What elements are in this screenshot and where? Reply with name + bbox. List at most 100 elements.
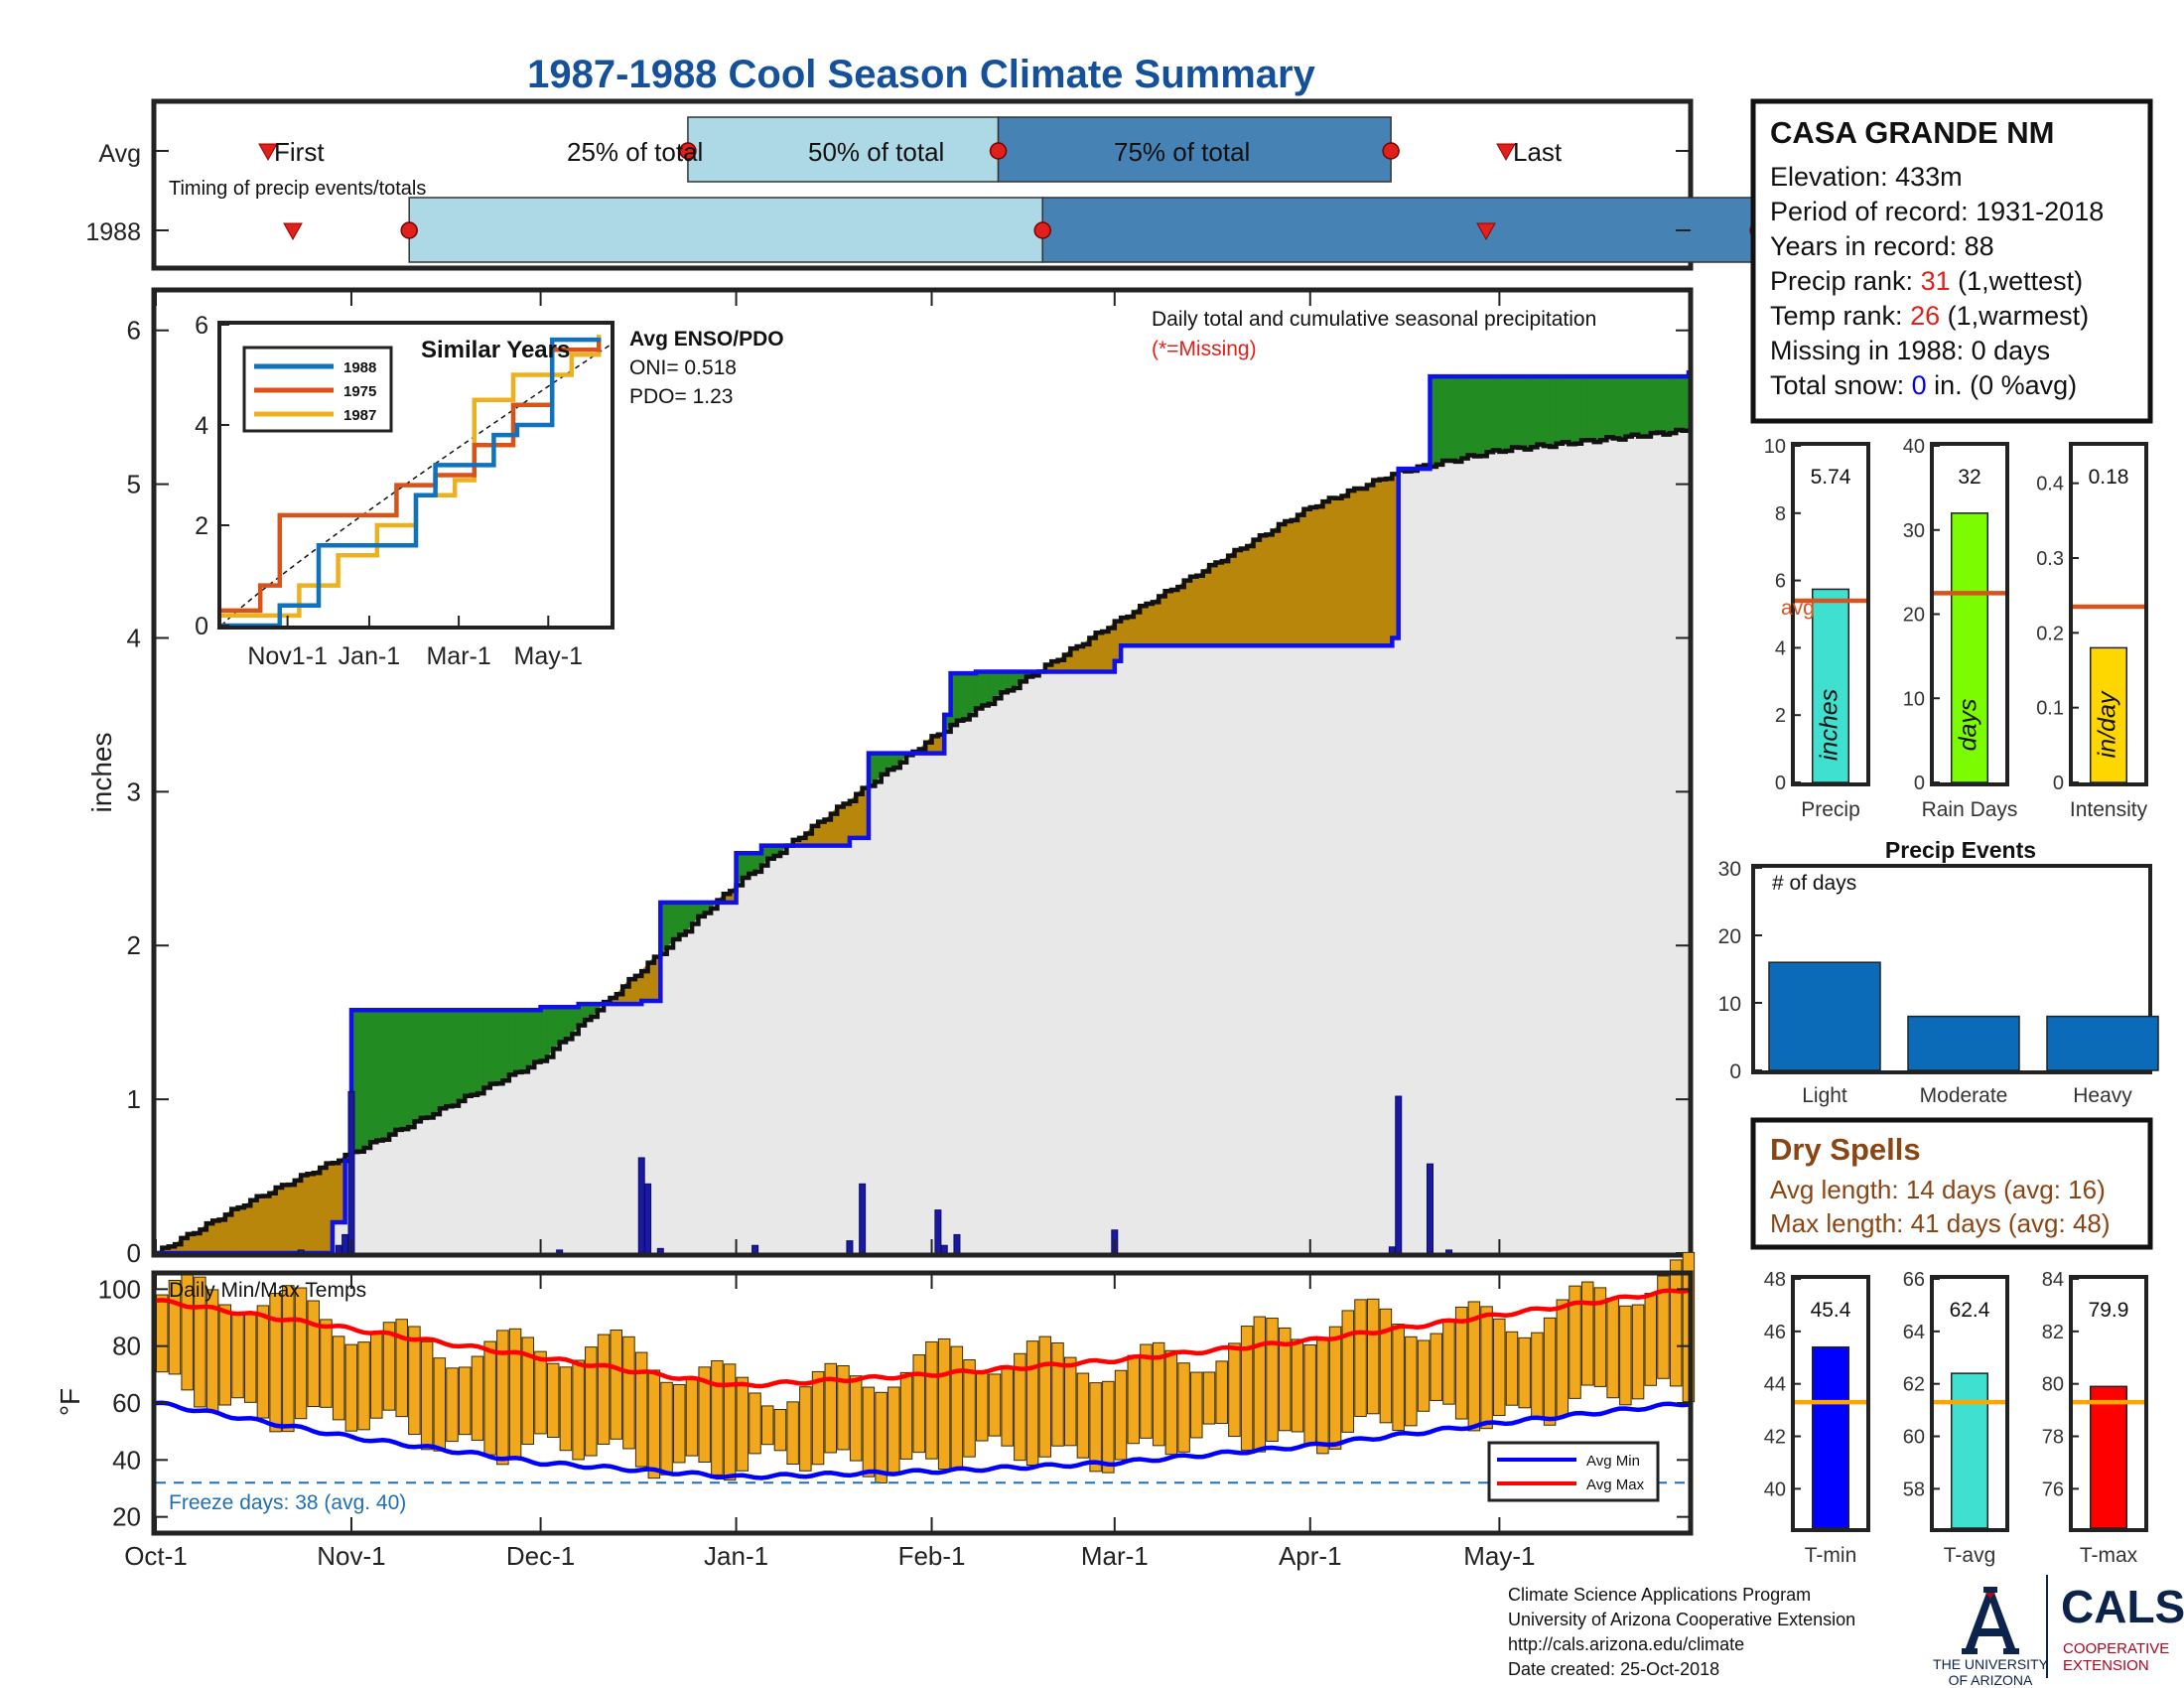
daily-temp-range-bar [1454,1306,1468,1420]
above-avg-fill [1556,375,1564,445]
above-avg-fill [445,1009,454,1107]
daily-temp-range-bar [458,1366,472,1436]
metric-name-label: T-max [2080,1544,2138,1567]
cals-logo: CALS COOPERATIVE EXTENSION [2061,1581,2184,1674]
below-avg-fill [1309,505,1318,646]
daily-temp-range-bar [925,1340,938,1460]
below-avg-fill [1234,548,1242,646]
above-avg-fill [363,1009,371,1149]
daily-temp-range-bar [1202,1371,1216,1425]
timing-caption: Timing of precip events/totals [169,178,426,200]
metric-tick-label: 40 [1764,1478,1786,1500]
temp-panel-label: Daily Min/Max Temps [169,1279,366,1302]
metric-tick-label: 0 [2053,773,2064,794]
metric-tick-label: 10 [1903,688,1925,710]
dry-spells-frame [1750,1117,2153,1250]
daily-precip-bar [644,1183,652,1254]
metric-tick-label: 48 [1764,1269,1786,1291]
footer-line-3: http://cals.arizona.edu/climate [1508,1634,1744,1654]
above-avg-fill [1511,375,1520,449]
metric-value-label: 45.4 [1811,1299,1851,1322]
below-avg-fill [1315,500,1324,646]
precip-events-ylabel: # of days [1772,872,1856,895]
precip-plot [156,369,1692,1256]
daily-temp-range-bar [382,1322,396,1411]
inset-legend-label-1987: 1987 [343,407,376,424]
metric-name-label: Precip [1801,798,1860,821]
station-elevation: Elevation: 433m [1770,162,1963,192]
above-avg-fill [1505,375,1513,452]
daily-temp-range-bar [508,1328,522,1461]
daily-temp-range-bar [1467,1301,1481,1432]
below-avg-fill [1353,488,1362,646]
daily-precip-bar [751,1244,759,1254]
daily-precip-bar [637,1157,645,1254]
precip-y-tick-label: 4 [127,623,141,652]
metric-bar-rain-days: 32 0 10 20 30 40 Rain Days days [1903,436,2018,821]
daily-temp-range-bar [950,1345,964,1471]
below-avg-fill [1297,508,1305,646]
daily-temp-range-bar [647,1369,661,1479]
metric-unit-label: in/day [2094,690,2121,758]
daily-precip-bar [846,1240,854,1254]
below-avg-fill [1259,533,1268,646]
above-avg-fill [1562,375,1570,445]
above-avg-fill [1435,375,1444,466]
inset-y-tick-label: 6 [195,312,208,340]
daily-temp-range-bar [1114,1369,1128,1461]
above-avg-fill [388,1009,397,1136]
below-avg-fill [262,1193,271,1254]
below-avg-fill [307,1172,315,1254]
ua-a-shape [1962,1587,2019,1654]
daily-temp-range-bar [988,1373,1002,1437]
precip-event-category: Heavy [2073,1084,2132,1107]
daily-temp-range-bar [585,1346,598,1457]
metric-name-label: T-avg [1944,1544,1996,1567]
daily-temp-range-bar [1580,1281,1594,1386]
daily-precip-bar [341,1233,349,1254]
daily-precip-bar [1395,1095,1403,1254]
daily-temp-range-bar [837,1364,850,1451]
temp-y-tick-label: 100 [98,1274,141,1304]
month-tick-label: Oct-1 [124,1541,188,1571]
metric-bar [1812,1345,1849,1529]
timing-1988-first-marker [283,222,303,241]
timing-avg-q25-marker [679,142,697,160]
daily-temp-range-bar [1328,1326,1342,1450]
avg-max-temp-line [155,1288,1690,1389]
timing-avg-q25-q50-box [687,116,1000,183]
daily-temp-range-bar [1001,1366,1014,1447]
above-avg-fill [1499,375,1507,453]
daily-temp-range-bar [1417,1339,1431,1412]
daily-temp-range-bar [1240,1326,1254,1451]
daily-temp-range-bar [723,1363,737,1481]
above-avg-fill [465,1009,473,1097]
above-avg-fill [452,1009,460,1107]
daily-temp-range-bar [824,1362,838,1454]
above-avg-fill [521,1009,529,1072]
footer-line-4: Date created: 25-Oct-2018 [1508,1659,1719,1679]
daily-precip-bar [656,1247,664,1254]
above-avg-fill [1637,375,1646,437]
precip-note: Daily total and cumulative seasonal prec… [1152,308,1596,331]
above-avg-fill [982,671,990,706]
daily-temp-range-bar [1480,1306,1493,1430]
daily-temp-range-bar [1140,1343,1153,1439]
above-avg-fill [420,1009,429,1119]
timing-panel: Avg 1988 Timing of precip events/totals … [85,98,1767,271]
metric-tick-label: 78 [2042,1427,2064,1449]
daily-temp-range-bar [471,1355,484,1441]
daily-temp-range-bar [1102,1380,1115,1474]
above-avg-fill [963,672,971,721]
daily-temp-range-bar [937,1337,951,1471]
metric-tick-label: 76 [2042,1478,2064,1500]
metric-tick-label: 30 [1903,520,1925,542]
metric-bar [2090,1385,2127,1529]
below-avg-fill [1291,514,1298,646]
daily-temp-range-bar [1228,1342,1241,1438]
temp-y-tick-label: 80 [112,1332,141,1361]
daily-temp-range-bar [294,1287,308,1420]
inset-y-tick-label: 0 [195,613,208,640]
ua-logo-line-1: THE UNIVERSITY [1933,1656,2049,1672]
station-name: CASA GRANDE NM [1770,115,2054,150]
